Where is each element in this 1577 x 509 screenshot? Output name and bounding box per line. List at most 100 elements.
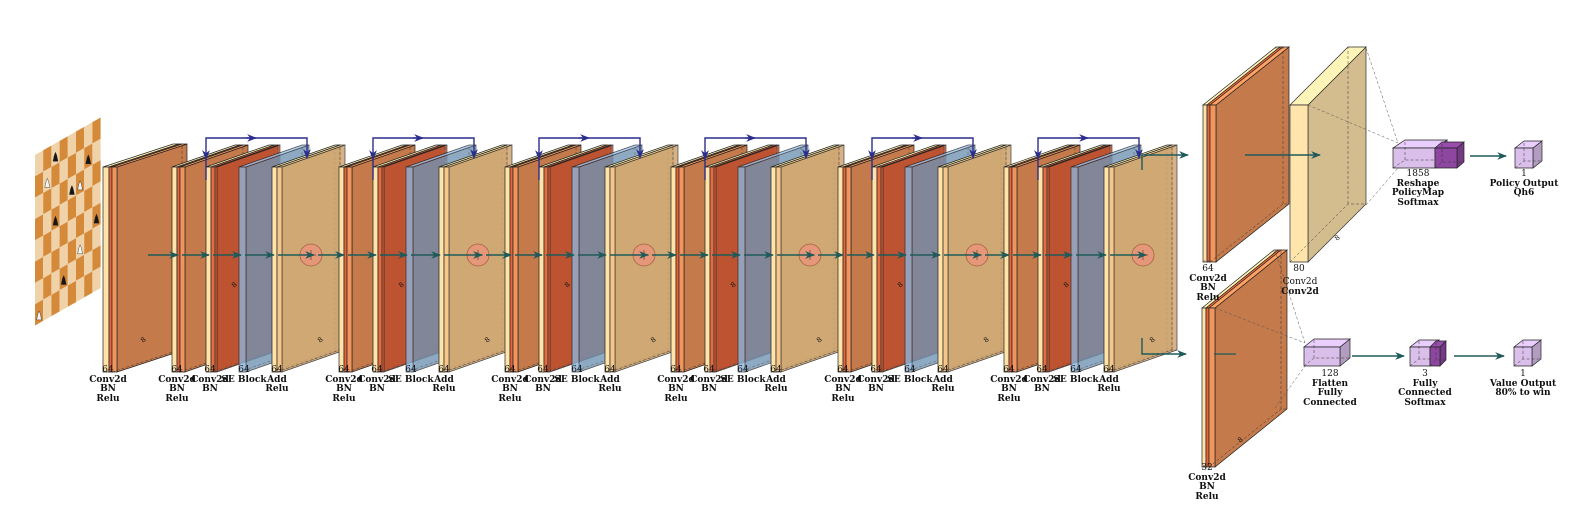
block-3-label-a-line-1: Conv2d xyxy=(491,374,529,385)
block-2-label-c: 64 SE Block xyxy=(386,365,436,385)
block-1-label-a-line-2: BN xyxy=(169,384,185,394)
chessboard-icon xyxy=(35,117,101,326)
block-2-label-b-line-0: 64 xyxy=(371,365,383,375)
stem-label-line-1: Conv2d xyxy=(89,374,127,385)
block-2-label-b: 64 Conv2d BN xyxy=(357,365,397,395)
block-2-label-d-line-0: 64 xyxy=(438,365,450,375)
value-fc-label-line-0: 3 xyxy=(1422,369,1428,379)
block-5-label-c: 64 SE Block xyxy=(885,365,935,385)
block-1-label-b: 64 Conv2d BN xyxy=(190,365,230,395)
block-3-label-d-line-2: Relu xyxy=(598,384,622,394)
block-4-label-a-line-2: BN xyxy=(668,384,684,394)
block-5-label-a-line-2: BN xyxy=(835,384,851,394)
block-3-label-a-line-0: 64 xyxy=(504,365,516,375)
block-5-label-d-line-1: Add xyxy=(933,374,953,385)
block-5-label-b: 64 Conv2d BN xyxy=(856,365,896,395)
block-4-label-a-line-1: Conv2d xyxy=(657,374,695,385)
front-layer: 8 8 8 8 8 8 8 8 8 8 8 8 8 8 8 xyxy=(139,47,1507,445)
stem-label-line-3: Relu xyxy=(96,393,120,404)
block-1-label-d-line-2: Relu xyxy=(265,384,289,394)
policy-out-label-line-0: 1858 xyxy=(1406,169,1430,179)
policy-result-prism xyxy=(1513,140,1544,169)
policy-result-label-line-2: Qh6 xyxy=(1513,188,1535,198)
block-2-label-b-line-1: Conv2d xyxy=(358,374,396,385)
block-6-label-a-line-3: Relu xyxy=(997,393,1021,404)
block-5-label-a-line-3: Relu xyxy=(831,393,855,404)
value-flatten-label-line-1: Flatten xyxy=(1311,378,1349,389)
value-conv-label-line-1: Conv2d xyxy=(1188,472,1226,483)
block-2-label-d-line-1: Add xyxy=(434,374,454,385)
block-5-label-b-line-0: 64 xyxy=(870,365,882,375)
stem-depth-label: 8 xyxy=(139,336,148,345)
block-3-label-c: 64 SE Block xyxy=(552,365,602,385)
block-5-depth-label: 8 xyxy=(896,281,905,290)
stem-conv-layer xyxy=(111,143,188,373)
block-5-label-a-line-0: 64 xyxy=(837,365,849,375)
block-2-label-b-line-2: BN xyxy=(369,384,385,394)
value-result-label-line-0: 1 xyxy=(1520,369,1526,379)
policy-out-dark-prism xyxy=(1434,141,1465,169)
value-conv-depth: 8 xyxy=(1236,436,1245,445)
block-3-label-b-line-1: Conv2d xyxy=(524,374,562,385)
block-6-depth-label-2: 8 xyxy=(1148,336,1157,345)
value-conv-label: 32 Conv2d BN Relu xyxy=(1172,463,1242,502)
block-5-label-d: 64 Add Relu xyxy=(923,365,963,395)
block-4-label-b: 64 Conv2d BN xyxy=(689,365,729,395)
block-2-label-a-line-2: BN xyxy=(336,384,352,394)
block-3-label-a-line-3: Relu xyxy=(498,393,522,404)
block-2-label-c-line-1: SE Block xyxy=(388,374,434,385)
block-4-label-a-line-0: 64 xyxy=(670,365,682,375)
value-fc-label-line-1: Fully Connected xyxy=(1398,378,1452,398)
block-6-label-b-line-0: 64 xyxy=(1036,365,1048,375)
block-6-label-d: 64 Add Relu xyxy=(1089,365,1129,395)
block-6-label-d-line-1: Add xyxy=(1099,374,1119,385)
block-3-label-c-line-1: SE Block xyxy=(554,374,600,385)
value-branch-arrow xyxy=(1141,338,1187,358)
block-6-label-a-line-0: 64 xyxy=(1003,365,1015,375)
block-4-label-c-line-0: 64 xyxy=(737,365,749,375)
policy-out-label-line-1: Reshape xyxy=(1396,178,1440,189)
policy-out-label-line-2: PolicyMap xyxy=(1391,188,1445,198)
policy-conv2-label-line-0: Conv2d xyxy=(1282,277,1318,287)
policy-result-label-line-1: Policy Output xyxy=(1489,178,1559,189)
block-6-label-b-line-1: Conv2d xyxy=(1023,374,1061,385)
block-1-label-d: 64 Add Relu xyxy=(257,365,297,395)
value-flatten-prism xyxy=(1303,338,1351,367)
policy-conv-label-line-1: Conv2d xyxy=(1189,273,1227,284)
block-5-depth-label-2: 8 xyxy=(982,336,991,345)
layers-group xyxy=(35,46,1544,468)
value-result-label-line-2: 80% to win xyxy=(1495,388,1551,398)
block-1-depth-label: 8 xyxy=(230,281,239,290)
block-4-label-b-line-0: 64 xyxy=(703,365,715,375)
policy-conv2-channels: 80 xyxy=(1284,264,1314,275)
policy-conv2-depth: 8 xyxy=(1333,234,1342,243)
block-1-label-a-line-3: Relu xyxy=(165,393,189,404)
block-6-label-a-line-1: Conv2d xyxy=(990,374,1028,385)
block-2-depth-label: 8 xyxy=(397,281,406,290)
block-5-label-b-line-1: Conv2d xyxy=(857,374,895,385)
policy-conv-label: 64 Conv2d BN Relu xyxy=(1173,264,1243,303)
block-5-d-add-layer xyxy=(942,144,1012,373)
block-3-label-c-line-0: 64 xyxy=(571,365,583,375)
block-3-label-b: 64 Conv2d BN xyxy=(523,365,563,395)
policy-result-label-line-0: 1 xyxy=(1521,169,1527,179)
block-6-label-c-line-1: SE Block xyxy=(1053,374,1099,385)
policy-result-label: 1 Policy Output Qh6 xyxy=(1484,169,1564,199)
block-4-depth-label: 8 xyxy=(729,281,738,290)
block-3-label-b-line-2: BN xyxy=(535,384,551,394)
policy-conv2-label-line-1: Conv2d xyxy=(1281,286,1319,297)
stem-label-line-2: BN xyxy=(100,384,116,394)
policy-out-label: 1858 Reshape PolicyMap Softmax xyxy=(1383,169,1453,208)
block-4-label-b-line-2: BN xyxy=(701,384,717,394)
block-5-label-d-line-2: Relu xyxy=(931,384,955,394)
block-4-label-c: 64 SE Block xyxy=(718,365,768,385)
block-2-label-a: 64 Conv2d BN Relu xyxy=(309,365,379,404)
value-fc-label: 3 Fully Connected Softmax xyxy=(1385,369,1465,408)
value-result-prism xyxy=(1512,339,1543,367)
value-result-label-line-1: Value Output xyxy=(1489,378,1557,389)
stem-label-line-0: 64 xyxy=(102,365,114,375)
block-1-label-b-line-0: 64 xyxy=(204,365,216,375)
block-1-label-b-line-1: Conv2d xyxy=(191,374,229,385)
value-fc-label-line-2: Softmax xyxy=(1404,397,1446,408)
value-conv-label-line-2: BN xyxy=(1199,482,1215,492)
